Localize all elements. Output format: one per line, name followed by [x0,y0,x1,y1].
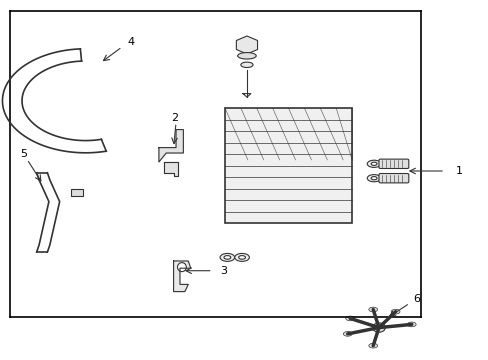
Text: 4: 4 [127,37,134,48]
FancyBboxPatch shape [378,159,408,168]
Ellipse shape [370,177,376,180]
Bar [224,108,351,223]
Text: 6: 6 [412,294,419,304]
Ellipse shape [238,256,245,259]
Bar [71,189,83,196]
Ellipse shape [366,160,380,167]
Ellipse shape [240,62,253,68]
Ellipse shape [368,343,377,348]
Ellipse shape [366,175,380,182]
Ellipse shape [237,53,256,59]
Ellipse shape [407,322,415,327]
Polygon shape [163,162,178,176]
FancyBboxPatch shape [378,174,408,183]
Polygon shape [173,261,190,292]
Ellipse shape [224,256,230,259]
Text: 5: 5 [20,149,27,159]
Ellipse shape [368,307,377,312]
Polygon shape [159,130,183,162]
Ellipse shape [177,263,186,272]
Ellipse shape [370,162,376,166]
Ellipse shape [220,253,234,261]
Text: 3: 3 [220,266,227,276]
Ellipse shape [390,309,399,314]
Ellipse shape [345,316,354,321]
Text: 2: 2 [171,113,178,123]
Text: 1: 1 [455,166,462,176]
Ellipse shape [343,332,351,336]
Ellipse shape [234,253,249,261]
Circle shape [372,323,385,332]
